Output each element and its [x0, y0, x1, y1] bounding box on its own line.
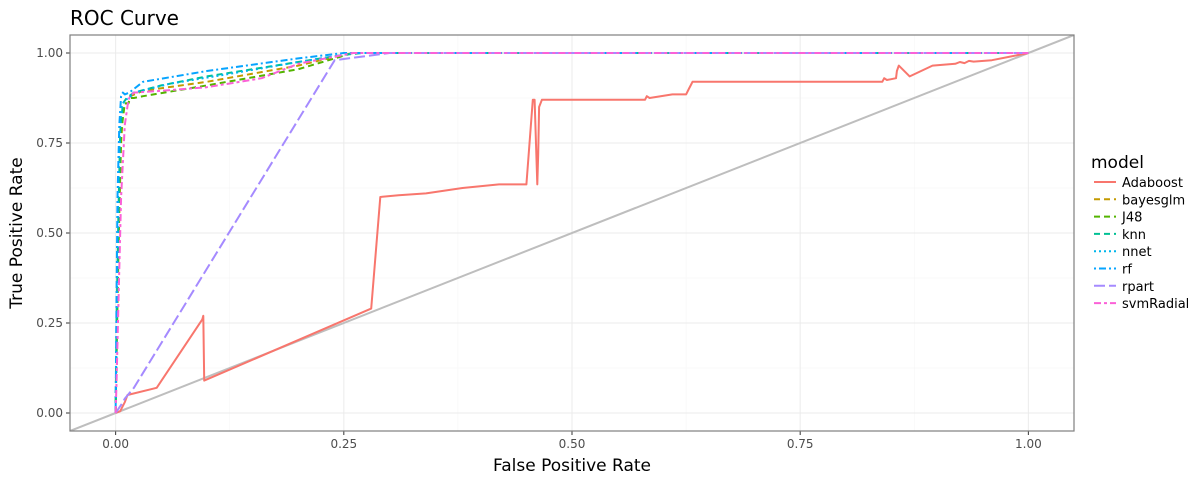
panel-border — [69, 34, 1075, 432]
legend-label-bayesglm: bayesglm — [1122, 193, 1185, 208]
y-tick-label: 0.25 — [36, 316, 63, 330]
legend-label-svmradial: svmRadial — [1122, 297, 1189, 312]
x-tick-label: 0.75 — [787, 437, 814, 451]
chart-title: ROC Curve — [70, 6, 179, 30]
axis-ticks: 0.00 0.25 0.50 0.75 1.00 0.00 0.25 0.50 0.75 1.00 — [36, 46, 1041, 451]
legend-label-knn: knn — [1122, 228, 1146, 243]
plot-area — [70, 35, 1074, 431]
y-tick-label: 0.75 — [36, 136, 63, 150]
legend-label-nnet: nnet — [1122, 245, 1152, 260]
x-tick-label: 0.50 — [559, 437, 586, 451]
legend-label-rf: rf — [1122, 263, 1132, 278]
legend-label-rpart: rpart — [1122, 280, 1154, 295]
x-tick-label: 1.00 — [1015, 437, 1042, 451]
reference-diagonal — [70, 35, 1074, 431]
y-tick-label: 0.00 — [36, 406, 63, 420]
legend-title: model — [1091, 153, 1144, 173]
x-axis-title: False Positive Rate — [493, 456, 651, 476]
y-tick-label: 0.50 — [36, 226, 63, 240]
legend-label-j48: J48 — [1121, 211, 1142, 226]
x-tick-label: 0.25 — [330, 437, 357, 451]
series-line-svmradial — [114, 52, 1029, 414]
legend: model Adaboost bayesglm J48 knn nnet rf rpart s… — [1091, 153, 1189, 312]
x-tick-label: 0.00 — [102, 437, 129, 451]
y-axis-title: True Positive Rate — [7, 157, 27, 309]
series-line-adaboost — [115, 52, 1029, 414]
legend-label-adaboost: Adaboost — [1122, 176, 1183, 191]
series-line-rf — [114, 52, 1029, 414]
y-tick-label: 1.00 — [36, 46, 63, 60]
